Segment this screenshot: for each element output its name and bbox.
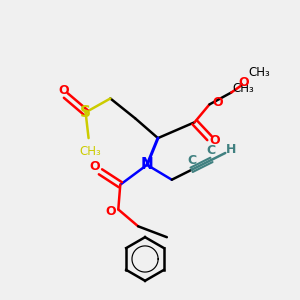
Text: O: O — [212, 96, 223, 109]
Text: O: O — [58, 84, 69, 97]
Text: O: O — [209, 134, 220, 147]
Text: H: H — [226, 142, 236, 155]
Text: O: O — [105, 205, 116, 218]
Text: CH₃: CH₃ — [80, 146, 101, 158]
Text: C: C — [207, 145, 216, 158]
Text: N: N — [141, 158, 153, 172]
Text: S: S — [80, 105, 91, 120]
Text: C: C — [187, 154, 196, 167]
Text: CH₃: CH₃ — [248, 66, 270, 79]
Text: O: O — [89, 160, 100, 173]
Text: O: O — [239, 76, 249, 89]
Text: CH₃: CH₃ — [232, 82, 254, 95]
